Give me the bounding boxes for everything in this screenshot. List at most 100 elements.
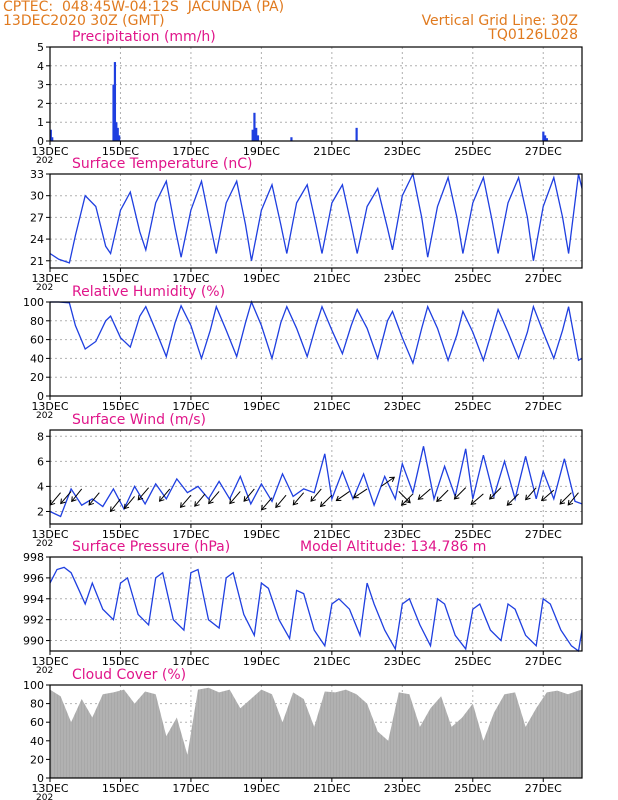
temperature-xtick-label: 27DEC bbox=[525, 272, 562, 285]
wind-arrow-head bbox=[470, 499, 477, 505]
precipitation-ytick-label: 2 bbox=[37, 97, 44, 110]
cloud-cover-xtick-label: 25DEC bbox=[454, 782, 491, 795]
precipitation-bar bbox=[251, 129, 254, 141]
wind-arrow bbox=[506, 493, 519, 506]
wind-arrow bbox=[320, 494, 333, 507]
precipitation-bar bbox=[112, 84, 115, 141]
precipitation-bar bbox=[255, 127, 258, 141]
temperature-xtick-label: 15DEC bbox=[102, 272, 139, 285]
humidity-series-line bbox=[50, 300, 583, 366]
wind-xtick-label: 19DEC bbox=[243, 528, 280, 541]
humidity-xtick-label: 17DEC bbox=[172, 400, 209, 413]
temperature-xtick-label: 17DEC bbox=[172, 272, 209, 285]
cloud-cover-title: Cloud Cover (%) bbox=[72, 667, 186, 683]
wind-arrow-head bbox=[88, 499, 94, 506]
pressure-xtick-label: 25DEC bbox=[454, 655, 491, 668]
wind-arrow bbox=[159, 488, 171, 502]
pressure-ytick-label: 996 bbox=[23, 572, 44, 585]
wind-arrow bbox=[49, 492, 61, 506]
wind-arrow-head bbox=[389, 476, 396, 483]
pressure-ytick-label: 998 bbox=[23, 551, 44, 564]
wind-arrow bbox=[261, 497, 273, 511]
temperature-series-line bbox=[49, 171, 583, 264]
cloud-cover-ytick-label: 80 bbox=[30, 698, 44, 711]
wind-arrow-head bbox=[405, 497, 411, 504]
precipitation-ytick-label: 1 bbox=[37, 116, 44, 129]
precipitation-xtick-label: 19DEC bbox=[243, 145, 280, 158]
wind-xtick-label: 25DEC bbox=[454, 528, 491, 541]
pressure-ytick-label: 990 bbox=[23, 635, 44, 648]
wind-arrow-head bbox=[310, 496, 316, 502]
pressure-xtick-label: 15DEC bbox=[102, 655, 139, 668]
wind-frame bbox=[49, 429, 583, 525]
temperature-year-label: 202 bbox=[36, 283, 53, 293]
temperature-xtick-label: 21DEC bbox=[313, 272, 350, 285]
cloud-cover-ytick-label: 0 bbox=[37, 772, 44, 785]
cloud-cover-frame bbox=[49, 684, 583, 779]
precipitation-bar bbox=[256, 135, 260, 141]
wind-arrow-head bbox=[260, 504, 267, 511]
cloud-cover-xtick-label: 17DEC bbox=[172, 782, 209, 795]
pressure-ytick-label: 994 bbox=[23, 593, 44, 606]
wind-arrow-head bbox=[158, 496, 165, 502]
precipitation-ytick-label: 0 bbox=[37, 135, 44, 148]
wind-arrow-head bbox=[179, 502, 186, 509]
precipitation-xtick-label: 15DEC bbox=[102, 145, 139, 158]
wind-arrow bbox=[243, 488, 255, 502]
temperature-ytick-label: 24 bbox=[30, 233, 44, 246]
humidity-xtick-label: 23DEC bbox=[384, 400, 421, 413]
pressure-xtick-label: 13DEC bbox=[31, 655, 68, 668]
wind-arrow bbox=[123, 496, 135, 510]
wind-ytick-label: 8 bbox=[37, 430, 44, 443]
temperature-xtick-label: 25DEC bbox=[454, 272, 491, 285]
wind-arrow bbox=[229, 491, 241, 504]
wind-arrow bbox=[454, 487, 467, 500]
pressure-xtick-label: 19DEC bbox=[243, 655, 280, 668]
pressure-xtick-label: 21DEC bbox=[313, 655, 350, 668]
wind-arrow-head bbox=[567, 499, 574, 506]
humidity-xtick-label: 25DEC bbox=[454, 400, 491, 413]
wind-arrow-head bbox=[335, 495, 342, 502]
wind-arrow-head bbox=[123, 503, 130, 510]
wind-arrow bbox=[418, 488, 431, 500]
wind-arrow-head bbox=[352, 493, 359, 499]
precipitation-bar bbox=[290, 137, 293, 141]
precipitation-bar bbox=[545, 138, 548, 141]
temperature-ytick-label: 33 bbox=[30, 168, 44, 181]
wind-arrow-head bbox=[208, 498, 214, 505]
wind-ytick-label: 2 bbox=[37, 505, 44, 518]
cloud-cover-xtick-label: 27DEC bbox=[525, 782, 562, 795]
wind-xtick-label: 27DEC bbox=[525, 528, 562, 541]
pressure-frame bbox=[49, 556, 583, 652]
cloud-cover-year-label: 202 bbox=[36, 793, 53, 800]
precipitation-bar bbox=[115, 122, 118, 141]
humidity-xtick-label: 13DEC bbox=[31, 400, 68, 413]
wind-arrow-head bbox=[71, 496, 77, 503]
wind-year-label: 202 bbox=[36, 539, 53, 549]
temperature-xtick-label: 19DEC bbox=[243, 272, 280, 285]
cloud-cover-ytick-label: 20 bbox=[30, 753, 44, 766]
wind-arrow bbox=[559, 492, 572, 505]
wind-ytick-label: 6 bbox=[37, 455, 44, 468]
wind-arrow-head bbox=[292, 499, 299, 506]
precipitation-xtick-label: 23DEC bbox=[384, 145, 421, 158]
humidity-ytick-label: 20 bbox=[30, 371, 44, 384]
temperature-xtick-label: 13DEC bbox=[31, 272, 68, 285]
temperature-ytick-label: 27 bbox=[30, 211, 44, 224]
wind-arrow-head bbox=[453, 493, 460, 500]
wind-arrow-head bbox=[540, 495, 547, 502]
wind-arrow bbox=[398, 491, 411, 504]
pressure-series-line bbox=[49, 566, 583, 653]
precipitation-bar bbox=[116, 127, 119, 141]
wind-arrow bbox=[525, 487, 537, 501]
precipitation-bar bbox=[253, 112, 256, 141]
wind-arrow bbox=[88, 492, 100, 506]
precipitation-bar bbox=[542, 131, 545, 141]
wind-xtick-label: 21DEC bbox=[313, 528, 350, 541]
wind-arrow-head bbox=[488, 493, 495, 500]
temperature-ytick-label: 21 bbox=[30, 255, 44, 268]
humidity-ytick-label: 0 bbox=[37, 390, 44, 403]
wind-arrow bbox=[401, 493, 414, 506]
wind-xtick-label: 17DEC bbox=[172, 528, 209, 541]
